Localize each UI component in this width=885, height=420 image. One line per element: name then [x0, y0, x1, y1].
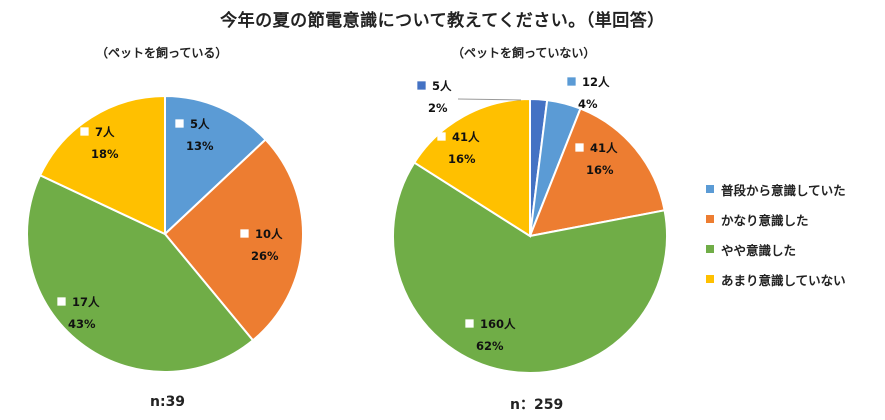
- data-label-count: 160人: [480, 317, 516, 331]
- data-label-marker: [417, 81, 426, 90]
- legend-item: 普段から意識していた: [706, 178, 846, 200]
- legend-item: あまり意識していない: [706, 268, 846, 290]
- right-pie-subtitle: （ペットを飼っていない）: [452, 46, 596, 60]
- pie-slice: [163, 138, 304, 342]
- left-pie-n-label: n:39: [150, 394, 186, 410]
- data-label-percent: 26%: [251, 249, 279, 263]
- data-label-percent: 16%: [586, 163, 614, 177]
- pie-slice: [528, 107, 666, 238]
- legend-item: かなり意識した: [706, 208, 846, 230]
- data-label-count: 10人: [255, 227, 283, 241]
- data-label-count: 5人: [190, 117, 210, 131]
- legend-swatch: [706, 185, 714, 193]
- legend-label: かなり意識した: [721, 212, 809, 228]
- data-label-percent: 2%: [428, 101, 448, 115]
- data-label-percent: 4%: [578, 97, 598, 111]
- legend-swatch: [706, 245, 714, 253]
- data-label-count: 12人: [582, 75, 610, 89]
- data-label-percent: 62%: [476, 339, 504, 353]
- data-label-marker: [57, 297, 66, 306]
- left-pie-subtitle: （ペットを飼っている）: [96, 46, 228, 60]
- data-label-marker: [567, 77, 576, 86]
- data-label-percent: 16%: [448, 152, 476, 166]
- data-label-marker: [240, 229, 249, 238]
- leader-line: [457, 98, 522, 101]
- legend-label: 普段から意識していた: [721, 182, 846, 198]
- pie-slice: [26, 173, 255, 374]
- data-label-marker: [437, 132, 446, 141]
- legend-swatch: [706, 275, 714, 283]
- chart-title: 今年の夏の節電意識について教えてください。（単回答）: [220, 11, 665, 31]
- pie-slice: [164, 94, 268, 237]
- data-label-count: 7人: [95, 125, 115, 139]
- legend: 普段から意識していた かなり意識した やや意識したあまり意識していない: [706, 178, 846, 298]
- data-label-percent: 13%: [186, 139, 214, 153]
- legend-label: やや意識した: [721, 242, 797, 258]
- data-label-marker: [465, 319, 474, 328]
- data-label-marker: [80, 127, 89, 136]
- data-label-count: 17人: [72, 295, 100, 309]
- right-pie-n-label: n：259: [510, 397, 564, 413]
- pie-slice: [38, 94, 166, 236]
- legend-label: あまり意識していない: [721, 272, 846, 288]
- data-label-count: 41人: [452, 130, 480, 144]
- data-label-marker: [175, 119, 184, 128]
- legend-swatch: [706, 215, 714, 223]
- pie-slice: [392, 161, 668, 374]
- data-label-percent: 43%: [68, 317, 96, 331]
- data-label-marker: [575, 143, 584, 152]
- data-label-count: 5人: [432, 79, 452, 93]
- legend-item: やや意識した: [706, 238, 846, 260]
- data-label-percent: 18%: [91, 147, 119, 161]
- data-label-count: 41人: [590, 141, 618, 155]
